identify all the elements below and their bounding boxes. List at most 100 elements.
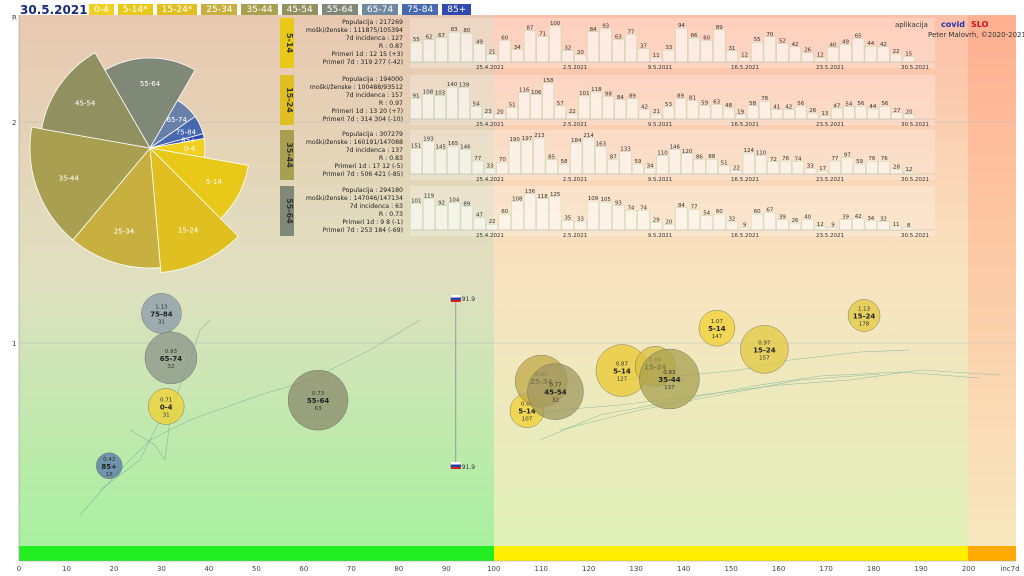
bar-value-label: 91 (413, 93, 420, 99)
bar-value-label: 33 (807, 163, 814, 169)
panel-info-line: R : 0.97 (379, 100, 403, 107)
bar (864, 46, 877, 63)
bar-value-label: 74 (794, 157, 801, 163)
x-tick-label: 120 (582, 565, 595, 573)
bar-value-label: 20 (665, 220, 672, 226)
bar (561, 220, 574, 231)
bar-value-label: 12 (905, 167, 912, 173)
panel-date-tick: 9.5.2021 (648, 122, 673, 128)
bar-value-label: 9 (831, 223, 835, 229)
bar (486, 54, 499, 63)
x-tick-label: 200 (962, 565, 975, 573)
panel-date-tick: 25.4.2021 (476, 233, 504, 239)
x-tick-label: 40 (204, 565, 213, 573)
bar-value-label: 67 (766, 207, 773, 213)
bar (508, 141, 521, 175)
bar-value-label: 72 (770, 157, 777, 163)
bar-value-label: 190 (509, 137, 520, 143)
panel-date-tick: 16.5.2021 (731, 122, 759, 128)
bar (839, 219, 852, 231)
panel-strip (280, 18, 294, 68)
panel-info-line: moški/ženske : 147046/147134 (306, 194, 403, 202)
panel-date-tick: 23.5.2021 (816, 233, 844, 239)
bar-value-label: 60 (716, 209, 723, 215)
bubble-r-label: 1.13 (155, 304, 168, 310)
panel-info-line: R : 0.87 (379, 43, 403, 50)
bar (686, 100, 699, 120)
bar-value-label: 70 (499, 157, 506, 163)
panel-info-line: 7d incidenca : 63 (350, 203, 403, 210)
panel-date-tick: 9.5.2021 (648, 177, 673, 183)
bar (698, 105, 711, 120)
bar-value-label: 35 (564, 216, 571, 222)
bar (801, 52, 814, 63)
bar (718, 165, 730, 175)
bar (843, 106, 855, 120)
bubble-age-label: 85+ (101, 463, 117, 471)
bar (536, 198, 549, 231)
bar-value-label: 49 (842, 39, 849, 45)
bar-value-label: 20 (905, 109, 912, 115)
bar (587, 200, 600, 231)
bar-value-label: 42 (785, 104, 792, 110)
pie-slice (41, 52, 151, 149)
bar-value-label: 116 (519, 88, 530, 94)
bar-value-label: 213 (534, 133, 545, 139)
zone-green (19, 546, 494, 561)
bar-value-label: 106 (531, 90, 542, 96)
bubble-age-label: 55-64 (307, 397, 330, 405)
y-tick-label: R (12, 14, 17, 22)
panel-date-tick: 2.5.2021 (563, 65, 588, 71)
panel-info-line: moški/ženske : 111875/105394 (306, 26, 403, 34)
panel-info-line: Primeri 1d : 9 8 (-1) (342, 219, 403, 226)
bar (473, 217, 486, 231)
pie-slice-label: 75-84 (176, 128, 197, 136)
bar (632, 163, 644, 175)
bar (549, 196, 562, 231)
bar-value-label: 42 (855, 214, 862, 220)
bar-value-label: 39 (779, 215, 786, 221)
bar-value-label: 66 (691, 33, 698, 39)
bar (422, 94, 434, 120)
bar (471, 160, 484, 175)
bar (612, 39, 625, 63)
app-credit-brand-a: covid (941, 20, 965, 29)
bar (725, 221, 738, 231)
bubble-age-label: 65-74 (160, 355, 183, 363)
panel-info-line: R : 0.83 (379, 155, 403, 162)
bubble (740, 325, 789, 374)
panel-info-line: Primeri 7d : 314 304 (-10) (323, 116, 403, 123)
pie-slice-label: 35-44 (59, 175, 80, 183)
bar (783, 109, 795, 120)
bar-value-label: 41 (773, 105, 780, 111)
bar (448, 31, 461, 63)
bar (763, 212, 776, 231)
bar-value-label: 76 (868, 156, 875, 162)
bar (549, 25, 562, 63)
y-tick-label: 1 (12, 340, 16, 348)
bar (776, 219, 789, 231)
trajectory-line (559, 373, 881, 431)
bar-value-label: 22 (893, 49, 900, 55)
bubble (144, 331, 198, 385)
bar-value-label: 77 (627, 29, 634, 35)
pie-slice (104, 57, 196, 149)
bar (624, 210, 637, 231)
bar-value-label: 84 (617, 95, 624, 101)
bar (542, 82, 554, 120)
bubble-age-label: 15-24 (753, 346, 776, 354)
bar (829, 160, 841, 175)
panel-info-line: Populacija : 217269 (342, 19, 403, 26)
panel-date-tick: 30.5.2021 (901, 122, 929, 128)
bar (722, 107, 735, 120)
bar (619, 151, 632, 175)
bar-value-label: 76 (782, 156, 789, 162)
x-tick-label: 60 (299, 565, 308, 573)
bar (771, 109, 783, 120)
bar (877, 46, 890, 63)
pie-slice (72, 147, 161, 269)
bar (637, 48, 650, 63)
bar-value-label: 54 (845, 102, 852, 108)
bar (422, 141, 435, 175)
bar-value-label: 12 (817, 222, 824, 228)
